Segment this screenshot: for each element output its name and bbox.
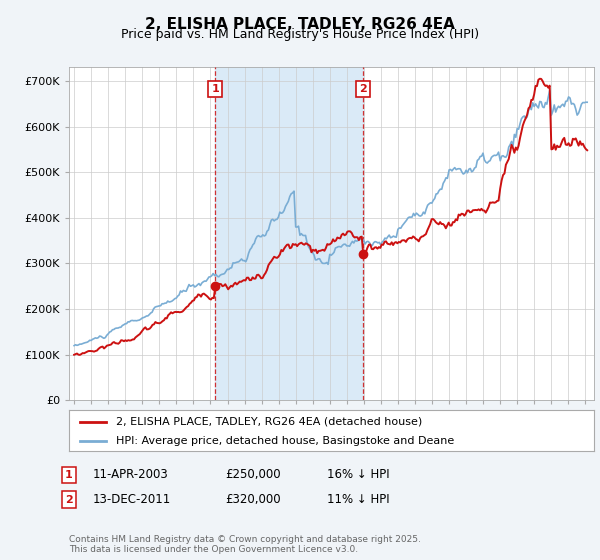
Text: 11% ↓ HPI: 11% ↓ HPI [327, 493, 389, 506]
Text: £250,000: £250,000 [225, 468, 281, 482]
Text: HPI: Average price, detached house, Basingstoke and Deane: HPI: Average price, detached house, Basi… [116, 436, 455, 446]
Text: 2: 2 [65, 494, 73, 505]
Text: 2, ELISHA PLACE, TADLEY, RG26 4EA (detached house): 2, ELISHA PLACE, TADLEY, RG26 4EA (detac… [116, 417, 422, 427]
Text: Price paid vs. HM Land Registry's House Price Index (HPI): Price paid vs. HM Land Registry's House … [121, 28, 479, 41]
Text: £320,000: £320,000 [225, 493, 281, 506]
Text: 11-APR-2003: 11-APR-2003 [93, 468, 169, 482]
Text: Contains HM Land Registry data © Crown copyright and database right 2025.
This d: Contains HM Land Registry data © Crown c… [69, 535, 421, 554]
Text: 1: 1 [211, 84, 219, 94]
Bar [215, 67, 363, 400]
Text: 16% ↓ HPI: 16% ↓ HPI [327, 468, 389, 482]
Text: 2: 2 [359, 84, 367, 94]
Text: 13-DEC-2011: 13-DEC-2011 [93, 493, 171, 506]
Text: 2, ELISHA PLACE, TADLEY, RG26 4EA: 2, ELISHA PLACE, TADLEY, RG26 4EA [145, 17, 455, 32]
Text: 1: 1 [65, 470, 73, 480]
